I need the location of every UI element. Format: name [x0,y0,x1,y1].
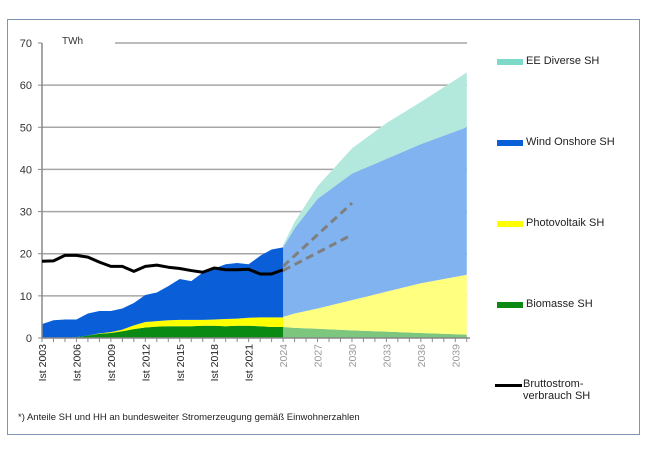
legend-label: Bruttostrom-verbrauch SH [523,378,590,402]
projection-area-ee-diverse-sh [283,72,467,248]
legend-wind-onshore: Wind Onshore SH [497,136,615,148]
x-tick-label-historical: Ist 2006 [71,344,83,382]
x-tick-label-projection: 2024 [278,344,290,368]
historical-area-photovoltaik-sh [42,317,284,338]
y-tick-label: 50 [20,122,32,134]
y-tick-label: 40 [20,164,32,176]
projection-area-biomasse-sh [283,327,467,338]
y-tick-label: 30 [20,207,32,219]
y-tick-label: 10 [20,291,32,303]
x-tick-label-historical: Ist 2003 [37,344,49,382]
chart-frame [7,19,640,435]
legend-label-line1: Bruttostrom- [523,378,584,390]
y-unit-label: TWh [62,36,83,47]
legend-label: Wind Onshore SH [526,136,615,148]
projection-area-wind-onshore-sh [283,127,467,317]
legend-swatch [497,59,523,65]
x-tick-label-projection: 2027 [313,344,325,368]
legend-bruttostromverbrauch: Bruttostrom-verbrauch SH [495,378,590,402]
footnote: *) Anteile SH und HH an bundesweiter Str… [18,412,360,423]
legend-biomasse: Biomasse SH [497,298,593,310]
x-tick-label-historical: Ist 2018 [209,344,221,382]
legend-ee-diverse: EE Diverse SH [497,55,599,67]
legend-label: Photovoltaik SH [526,217,605,229]
consumption-trend-line-1 [282,202,353,268]
legend-label-line2: verbrauch SH [523,390,591,402]
x-tick-label-historical: Ist 2015 [175,344,187,382]
x-tick-label-projection: 2036 [416,344,428,368]
consumption-line [41,253,284,276]
y-tick-label: 70 [20,38,32,50]
legend-swatch [497,302,523,308]
x-tick-label-historical: Ist 2021 [244,344,256,382]
legend-label: Biomasse SH [526,298,593,310]
x-tick-label-projection: 2033 [381,344,393,368]
x-tick-label-historical: Ist 2012 [140,344,152,382]
legend-swatch [495,384,522,387]
y-tick-label: 60 [20,80,32,92]
x-tick-label-projection: 2039 [450,344,462,368]
projection-area-photovoltaik-sh [283,274,467,335]
historical-area-biomasse-sh [42,325,284,338]
x-tick-label-projection: 2030 [347,344,359,368]
y-tick-label: 0 [26,333,32,345]
legend-label: EE Diverse SH [526,55,600,67]
y-tick-label: 20 [20,249,32,261]
legend-swatch [497,140,523,146]
legend-swatch [497,221,523,227]
x-tick-label-historical: Ist 2009 [106,344,118,382]
legend-photovoltaik: Photovoltaik SH [497,217,604,229]
